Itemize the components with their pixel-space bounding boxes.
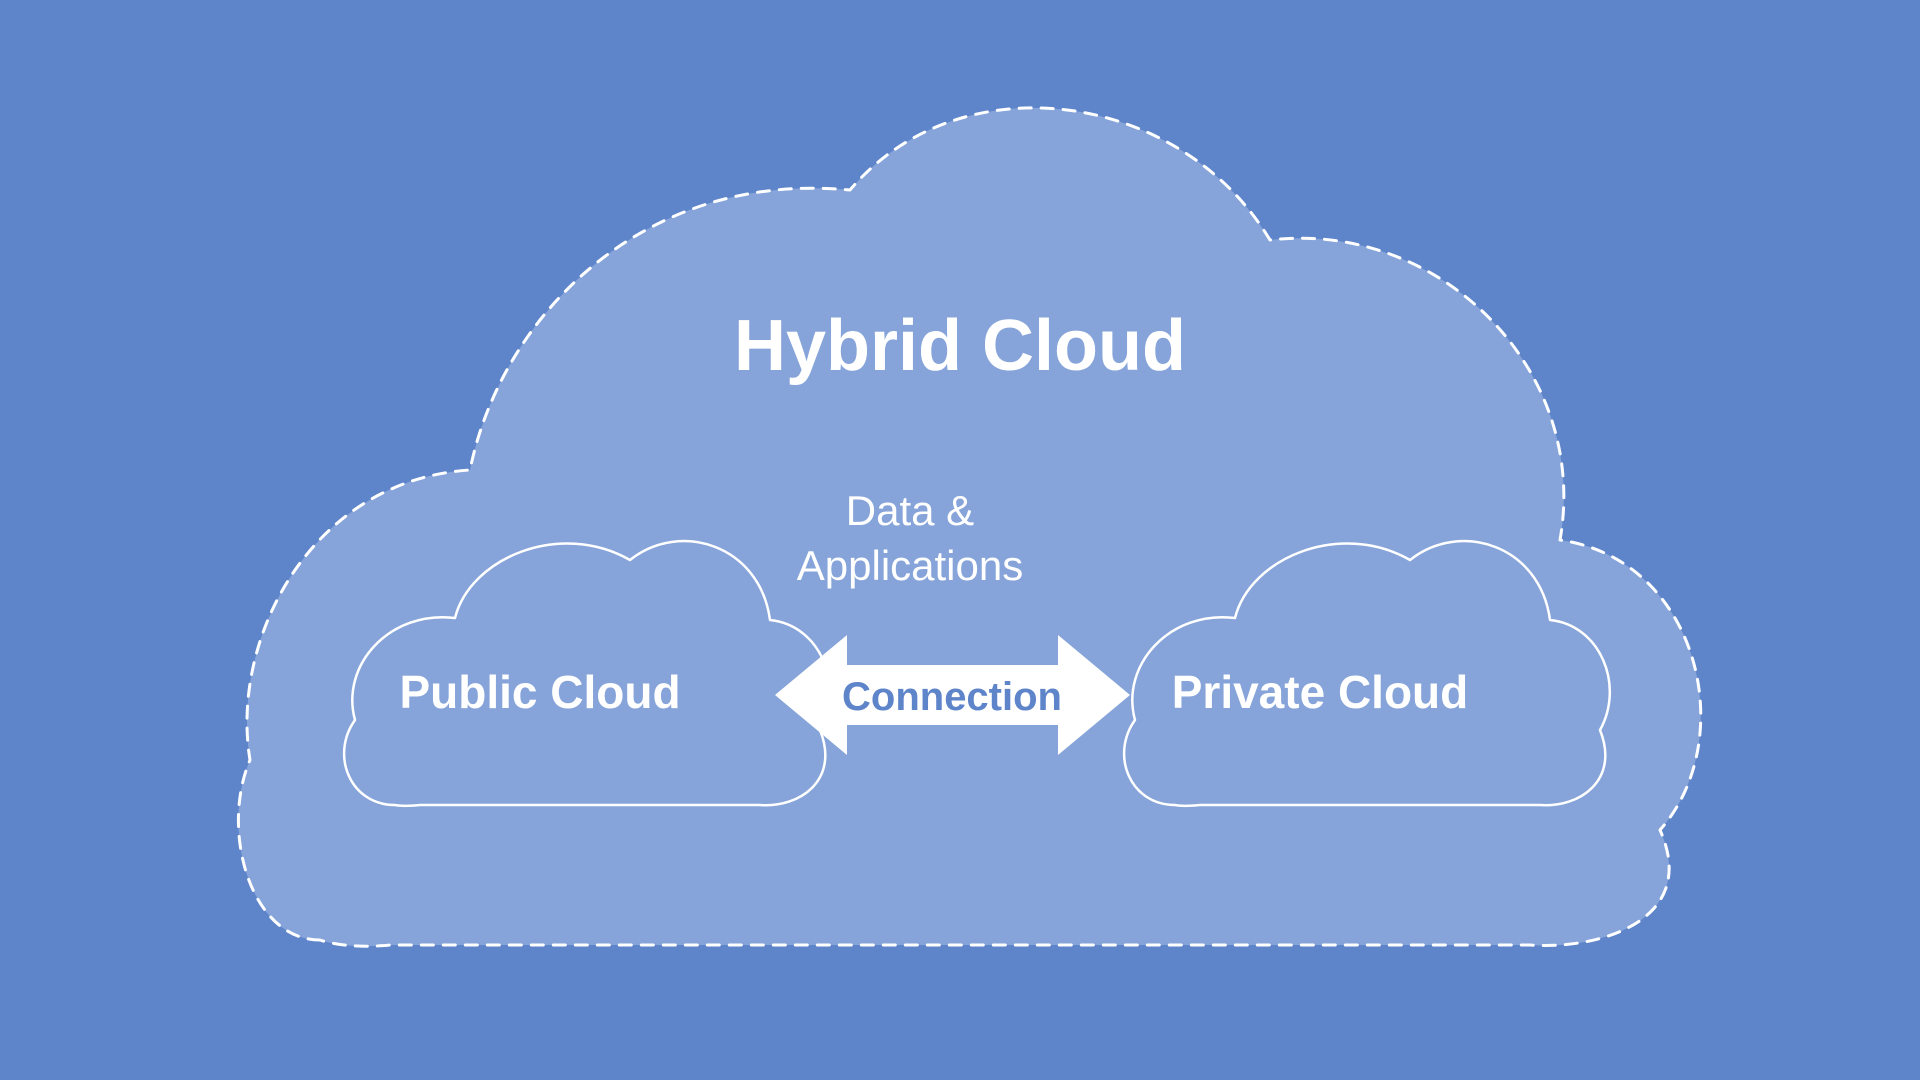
public-cloud-label: Public Cloud bbox=[399, 666, 680, 718]
connection-label: Connection bbox=[842, 675, 1062, 719]
data-applications-line1: Data & bbox=[846, 487, 974, 534]
private-cloud-label: Private Cloud bbox=[1172, 666, 1469, 718]
diagram-svg: Hybrid Cloud Public Cloud Private Cloud … bbox=[0, 0, 1920, 1080]
data-applications-line2: Applications bbox=[797, 542, 1023, 589]
hybrid-cloud-title: Hybrid Cloud bbox=[734, 306, 1186, 386]
stage: Hybrid Cloud Public Cloud Private Cloud … bbox=[0, 0, 1920, 1080]
